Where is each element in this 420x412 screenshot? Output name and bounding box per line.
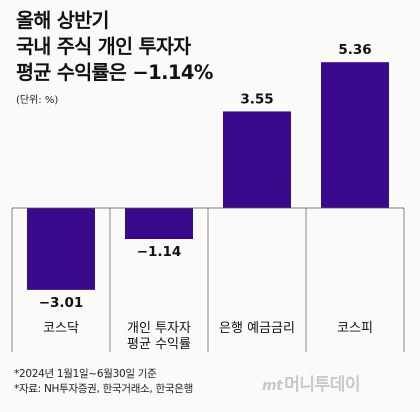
category-label: 평균 수익률 [127,337,191,352]
watermark-mark: mt [262,378,283,394]
watermark-logo: mt 머니투데이 [262,370,360,395]
bar [321,62,389,208]
footnote: *2024년 1월1일~6월30일 기준 [14,368,157,380]
footer: *2024년 1월1일~6월30일 기준 *자료: NH투자증권, 한국거래소,… [14,367,193,397]
category-dividers [11,208,405,352]
title-line-1: 올해 상반기 [16,9,109,32]
value-label: 3.55 [240,91,273,107]
bars [27,62,389,290]
value-label: −1.14 [137,244,182,260]
value-label: 5.36 [338,42,371,58]
value-labels: −3.01 −1.14 3.55 5.36 [39,42,372,311]
title-line-2: 국내 주식 개인 투자자 [16,35,191,58]
category-label: 코스닥 [43,321,79,336]
bar [27,208,95,290]
category-label: 개인 투자자 [127,321,191,336]
title-line-3: 평균 수익률은 −1.14% [16,61,213,84]
chart-title: 올해 상반기 국내 주식 개인 투자자 평균 수익률은 −1.14% [16,8,213,86]
source-note: *자료: NH투자증권, 한국거래소, 한국은행 [14,383,193,395]
category-label: 은행 예금금리 [219,320,295,336]
bar [125,208,193,240]
unit-label: (단위: %) [16,95,59,106]
bar [223,111,291,208]
category-label: 코스피 [337,321,373,336]
value-label: −3.01 [39,295,84,311]
watermark-name: 머니투데이 [284,375,360,395]
